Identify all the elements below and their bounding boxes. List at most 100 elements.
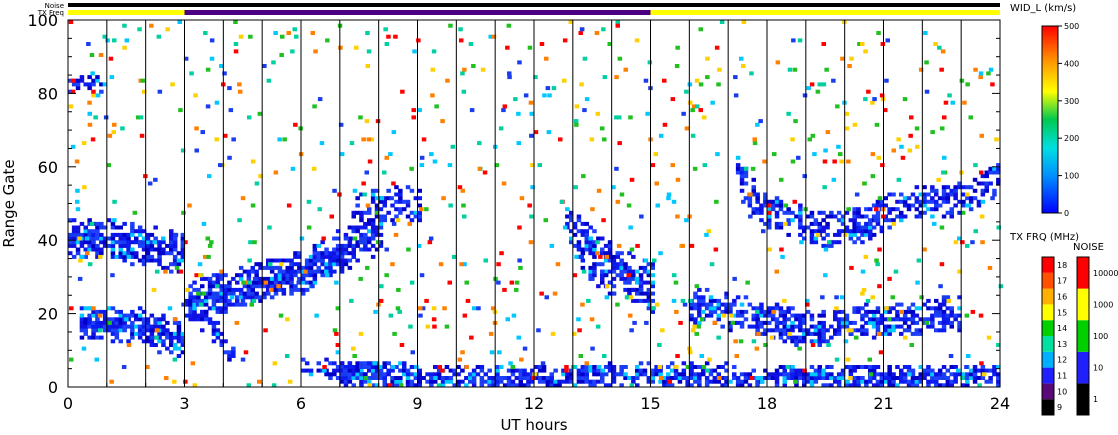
echo-cell bbox=[794, 339, 799, 344]
echo-cell bbox=[321, 236, 326, 241]
echo-cell bbox=[233, 20, 238, 24]
echo-cell bbox=[510, 379, 516, 384]
echo-cell bbox=[820, 295, 825, 300]
echo-cell bbox=[231, 354, 236, 358]
echo-cell bbox=[646, 379, 652, 384]
echo-cell bbox=[914, 214, 920, 219]
echo-cell bbox=[790, 335, 795, 340]
echo-cell bbox=[844, 324, 850, 329]
echo-cell bbox=[774, 383, 780, 388]
echo-cell bbox=[790, 159, 796, 164]
echo-cell bbox=[254, 181, 260, 186]
echo-cell bbox=[91, 320, 96, 325]
echo-cell bbox=[172, 243, 178, 248]
echo-cell bbox=[419, 155, 425, 160]
echo-cell bbox=[328, 372, 333, 377]
echo-cell bbox=[962, 100, 967, 105]
echo-cell bbox=[716, 372, 721, 377]
echo-cell bbox=[235, 295, 240, 300]
echo-cell bbox=[118, 232, 123, 237]
echo-cell bbox=[772, 152, 777, 157]
echo-cell bbox=[409, 372, 415, 377]
echo-cell bbox=[839, 295, 845, 300]
echo-cell bbox=[854, 192, 860, 197]
echo-cell bbox=[363, 243, 368, 248]
echo-cell bbox=[130, 254, 135, 259]
echo-cell bbox=[266, 291, 271, 296]
echo-cell bbox=[790, 313, 795, 318]
echo-cell bbox=[616, 243, 622, 248]
echo-cell bbox=[908, 133, 913, 138]
x-tick-label: 12 bbox=[524, 394, 544, 413]
echo-cell bbox=[724, 383, 729, 388]
echo-cell bbox=[961, 383, 966, 388]
echo-cell bbox=[883, 331, 888, 336]
echo-cell bbox=[805, 379, 811, 384]
echo-cell bbox=[607, 258, 613, 263]
echo-cell bbox=[227, 287, 232, 292]
echo-cell bbox=[506, 23, 512, 28]
echo-cell bbox=[413, 376, 419, 380]
echo-cell bbox=[809, 221, 815, 226]
echo-cell bbox=[650, 163, 656, 168]
echo-cell bbox=[759, 302, 764, 307]
echo-cell bbox=[118, 320, 123, 325]
echo-cell bbox=[501, 181, 507, 186]
echo-cell bbox=[584, 379, 589, 384]
echo-cell bbox=[941, 170, 946, 175]
echo-cell bbox=[627, 287, 632, 292]
echo-cell bbox=[662, 379, 667, 384]
echo-cell bbox=[188, 313, 193, 318]
echo-cell bbox=[74, 159, 80, 164]
echo-cell bbox=[615, 273, 620, 278]
echo-cell bbox=[786, 221, 791, 226]
echo-cell bbox=[411, 115, 416, 120]
echo-cell bbox=[615, 302, 620, 307]
echo-cell bbox=[91, 247, 96, 252]
echo-cell bbox=[852, 229, 857, 234]
echo-cell bbox=[231, 287, 236, 292]
echo-cell bbox=[693, 320, 698, 325]
echo-cell bbox=[856, 376, 861, 380]
echo-cell bbox=[887, 331, 892, 336]
echo-cell bbox=[580, 368, 586, 373]
txfreq-colorbar-label: 12 bbox=[1057, 356, 1067, 365]
echo-cell bbox=[937, 383, 943, 388]
echo-cell bbox=[335, 254, 341, 259]
echo-cell bbox=[351, 372, 356, 377]
echo-cell bbox=[364, 170, 369, 175]
echo-cell bbox=[628, 225, 633, 230]
echo-cell bbox=[436, 383, 442, 388]
echo-cell bbox=[374, 361, 380, 366]
echo-cell bbox=[102, 243, 108, 248]
echo-cell bbox=[926, 365, 931, 369]
echo-cell bbox=[821, 243, 826, 248]
echo-cell bbox=[653, 152, 658, 157]
echo-cell bbox=[934, 383, 939, 388]
echo-cell bbox=[607, 361, 613, 366]
echo-cell bbox=[103, 115, 109, 120]
echo-cell bbox=[856, 236, 861, 241]
echo-cell bbox=[767, 207, 772, 212]
echo-cell bbox=[817, 82, 822, 87]
echo-cell bbox=[623, 67, 628, 72]
echo-cell bbox=[906, 207, 912, 212]
echo-cell bbox=[126, 243, 131, 248]
echo-cell bbox=[603, 243, 609, 248]
echo-cell bbox=[203, 313, 209, 318]
echo-cell bbox=[71, 254, 77, 259]
echo-cell bbox=[645, 111, 650, 116]
echo-cell bbox=[592, 254, 597, 259]
echo-cell bbox=[906, 196, 912, 201]
echo-cell bbox=[203, 31, 208, 35]
txfreq-segment bbox=[68, 10, 185, 15]
echo-cell bbox=[394, 376, 399, 380]
echo-cell bbox=[760, 379, 765, 384]
echo-cell bbox=[714, 45, 720, 50]
echo-cell bbox=[508, 361, 513, 366]
echo-cell bbox=[779, 177, 784, 182]
echo-cell bbox=[996, 343, 1001, 347]
noise-color-cell bbox=[1077, 257, 1089, 289]
echo-cell bbox=[121, 365, 127, 369]
txfreq-bar-label: TX Freq bbox=[37, 9, 64, 17]
